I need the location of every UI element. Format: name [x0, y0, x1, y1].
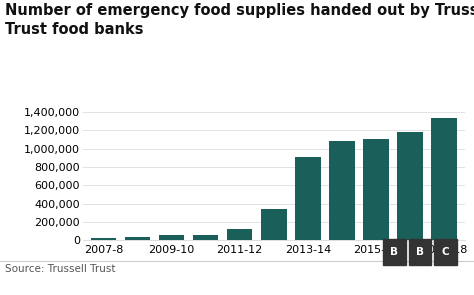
- Text: Number of emergency food supplies handed out by Trussell
Trust food banks: Number of emergency food supplies handed…: [5, 3, 474, 37]
- Bar: [363, 139, 389, 240]
- Bar: [431, 118, 457, 240]
- Bar: [159, 235, 184, 240]
- Text: B: B: [391, 247, 398, 257]
- Bar: [261, 209, 286, 240]
- Bar: [329, 141, 355, 240]
- Bar: [227, 229, 253, 240]
- Bar: [397, 132, 423, 240]
- Bar: [125, 237, 150, 240]
- Bar: [295, 157, 320, 240]
- Text: B: B: [416, 247, 424, 257]
- Text: C: C: [442, 247, 449, 257]
- Bar: [91, 238, 116, 240]
- Text: Source: Trussell Trust: Source: Trussell Trust: [5, 264, 115, 274]
- Bar: [193, 235, 219, 240]
